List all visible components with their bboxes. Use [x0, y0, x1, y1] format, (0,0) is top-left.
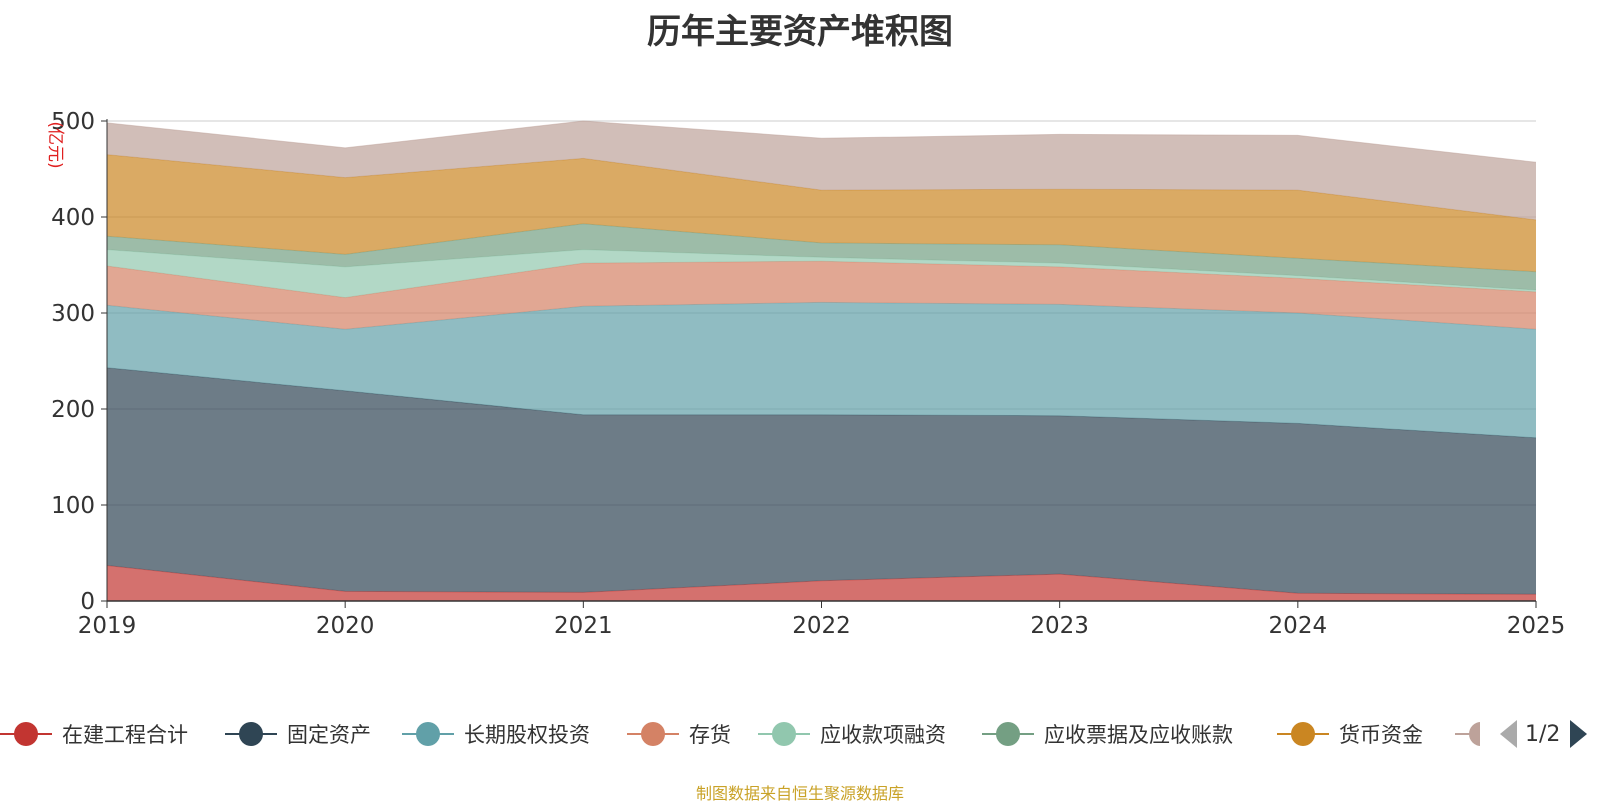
area-series-5[interactable] [107, 223, 1536, 290]
x-tick-label: 2025 [1507, 613, 1566, 639]
legend-item-6[interactable]: 货币资金 [1277, 714, 1423, 754]
legend-page-indicator: 1/2 [1525, 721, 1561, 747]
y-tick-label: 100 [51, 493, 95, 519]
legend-marker-icon [982, 721, 1034, 747]
area-series-7[interactable] [107, 121, 1536, 220]
legend-item-0[interactable]: 在建工程合计 [0, 714, 188, 754]
chart-title: 历年主要资产堆积图 [647, 12, 953, 52]
legend-pager: 1/2 [1500, 718, 1588, 750]
legend-marker-icon [402, 721, 454, 747]
area-series-edge-7 [106, 120, 1537, 163]
legend: 在建工程合计 固定资产 长期股权投资 存货 应收款项融资 应收票据及应收账款 货币资金 其他 [0, 714, 1480, 754]
legend-marker-icon [1277, 721, 1329, 747]
legend-marker-icon [758, 721, 810, 747]
y-tick-label: 0 [80, 589, 95, 615]
legend-marker-icon [225, 721, 277, 747]
x-tick-label: 2022 [792, 613, 851, 639]
legend-label: 应收款项融资 [820, 723, 946, 747]
x-tick-label: 2020 [316, 613, 375, 639]
legend-label: 存货 [689, 723, 731, 747]
legend-label: 固定资产 [287, 723, 371, 747]
legend-item-7[interactable]: 其他 [1455, 714, 1480, 754]
legend-marker-icon [627, 721, 679, 747]
legend-label: 在建工程合计 [62, 723, 188, 747]
legend-marker-icon [0, 721, 52, 747]
legend-marker-icon [1455, 721, 1480, 747]
legend-item-5[interactable]: 应收票据及应收账款 [982, 714, 1233, 754]
legend-next-page-icon[interactable] [1570, 720, 1588, 748]
y-axis-unit-label: (亿元) [45, 121, 65, 168]
legend-label: 长期股权投资 [464, 723, 590, 747]
area-series-4[interactable] [107, 249, 1536, 298]
legend-label: 应收票据及应收账款 [1044, 723, 1233, 747]
legend-item-3[interactable]: 存货 [627, 714, 731, 754]
data-source-note: 制图数据来自恒生聚源数据库 [695, 784, 904, 803]
x-tick-label: 2021 [554, 613, 613, 639]
area-series-3[interactable] [107, 261, 1536, 330]
legend-item-4[interactable]: 应收款项融资 [758, 714, 946, 754]
legend-label: 货币资金 [1339, 723, 1423, 747]
y-tick-label: 300 [51, 301, 95, 327]
y-tick-label: 400 [51, 205, 95, 231]
legend-item-2[interactable]: 长期股权投资 [402, 714, 590, 754]
y-tick-label: 500 [51, 109, 95, 135]
y-tick-label: 200 [51, 397, 95, 423]
area-series-6[interactable] [107, 154, 1536, 272]
area-series-2[interactable] [107, 302, 1536, 438]
legend-prev-page-icon[interactable] [1500, 720, 1517, 748]
legend-item-1[interactable]: 固定资产 [225, 714, 371, 754]
area-series-1[interactable] [107, 367, 1536, 595]
x-tick-label: 2019 [78, 613, 137, 639]
x-tick-label: 2023 [1030, 613, 1089, 639]
x-tick-label: 2024 [1269, 613, 1328, 639]
